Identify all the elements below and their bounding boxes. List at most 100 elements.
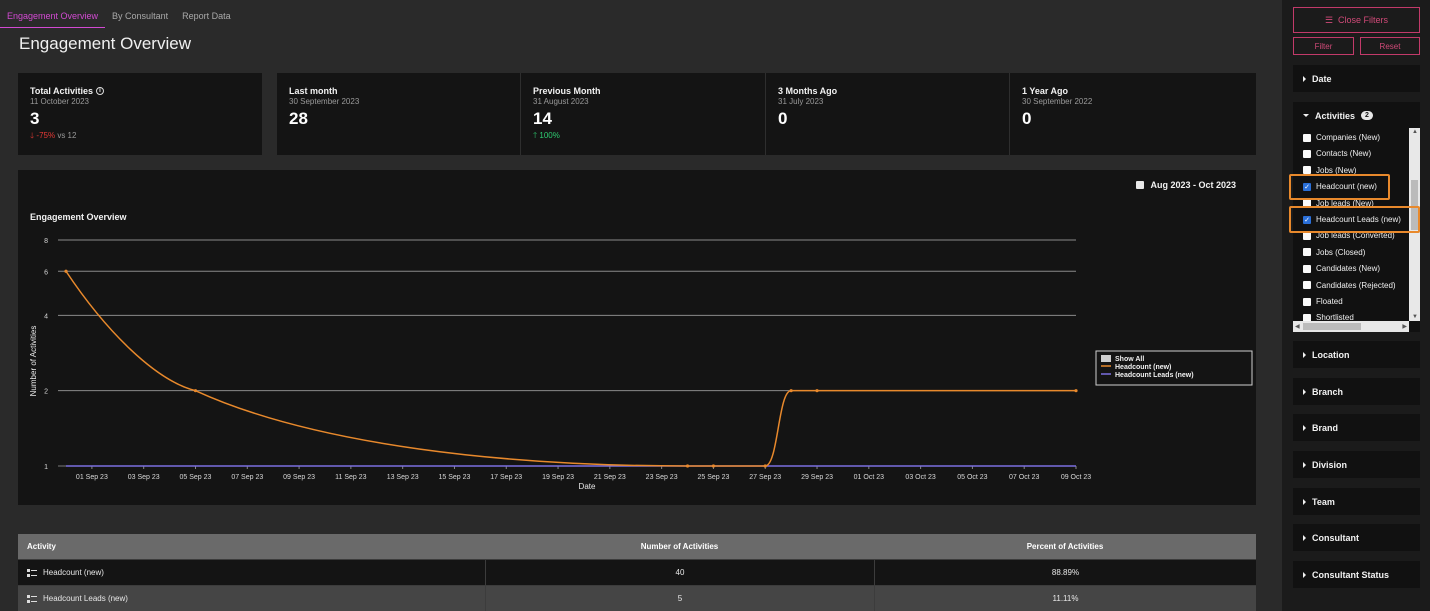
activity-option[interactable]: ✓ Headcount (new) — [1303, 182, 1377, 191]
checkbox[interactable] — [1303, 199, 1311, 208]
activities-checklist[interactable]: Shortlisted Floated Candidates (Rejected) C… — [1293, 128, 1420, 332]
table-row[interactable]: Headcount Leads (new) 5 11.11% — [18, 585, 1256, 611]
x-tick-label: 07 Oct 23 — [1009, 474, 1039, 481]
cell-count: 5 — [485, 586, 874, 611]
filter-button[interactable]: Filter — [1293, 37, 1354, 55]
checkbox[interactable] — [1303, 264, 1311, 273]
x-tick-label: 01 Oct 23 — [854, 474, 884, 481]
activity-option[interactable]: Job leads (Converted) — [1303, 231, 1395, 240]
horizontal-scrollbar[interactable]: ◀ ▶ — [1293, 321, 1409, 332]
kpi-label: 1 Year Ago — [1022, 86, 1069, 96]
filter-icon: ☰ — [1324, 14, 1334, 25]
checkbox[interactable] — [1303, 313, 1311, 322]
activity-option[interactable]: Jobs (Closed) — [1303, 248, 1365, 257]
activity-option[interactable]: Floated — [1303, 297, 1343, 306]
activity-option[interactable]: Companies (New) — [1303, 133, 1380, 142]
kpi-date: 31 August 2023 — [533, 97, 589, 106]
scroll-left-icon[interactable]: ◀ — [1295, 324, 1300, 330]
table-row[interactable]: Headcount (new) 40 88.89% — [18, 559, 1256, 585]
filter-section-branch[interactable]: Branch — [1293, 378, 1420, 405]
close-filters-button[interactable]: ☰ Close Filters — [1293, 7, 1420, 33]
checkbox[interactable] — [1303, 297, 1311, 306]
caret-right-icon — [1303, 75, 1306, 82]
caret-right-icon — [1303, 498, 1306, 505]
activity-option[interactable]: Shortlisted — [1303, 313, 1354, 322]
filter-sidebar: ☰ Close Filters Filter Reset Date Activi… — [1282, 0, 1430, 611]
activity-option-label: Floated — [1316, 297, 1343, 306]
filter-section-location[interactable]: Location — [1293, 341, 1420, 368]
y-tick-label: 8 — [44, 238, 48, 245]
y-tick-label: 4 — [44, 313, 48, 320]
filter-section-brand[interactable]: Brand — [1293, 414, 1420, 441]
activity-option-label: Headcount (new) — [1316, 182, 1377, 192]
filter-section-date[interactable]: Date — [1293, 65, 1420, 92]
calendar-icon — [1136, 181, 1145, 189]
kpi-label: 3 Months Ago — [778, 86, 838, 96]
filter-section-team[interactable]: Team — [1293, 488, 1420, 515]
x-tick-label: 09 Oct 23 — [1061, 474, 1091, 481]
scroll-up-icon[interactable]: ▲ — [1412, 129, 1418, 135]
checkbox[interactable] — [1303, 231, 1311, 240]
info-icon[interactable]: i — [96, 87, 105, 95]
x-tick-label: 21 Sep 23 — [594, 474, 626, 481]
section-label: Consultant Status — [1312, 569, 1390, 580]
x-tick-label: 13 Sep 23 — [387, 474, 419, 481]
tab-report-data[interactable]: Report Data — [182, 11, 231, 21]
section-label: Division — [1312, 459, 1348, 470]
checkbox[interactable] — [1303, 133, 1311, 142]
checkbox-checked[interactable]: ✓ — [1303, 215, 1311, 224]
chart-title: Engagement Overview — [30, 212, 127, 222]
activity-option-label: Job leads (New) — [1316, 198, 1374, 208]
y-tick-label: 1 — [44, 464, 48, 471]
vertical-scrollbar[interactable]: ▲ ▼ — [1409, 128, 1420, 321]
kpi-value: 0 — [778, 109, 788, 128]
activity-option[interactable]: Jobs (New) — [1303, 166, 1356, 175]
filter-section-division[interactable]: Division — [1293, 451, 1420, 478]
x-axis-title: Date — [579, 482, 596, 491]
section-label: Activities — [1315, 110, 1356, 121]
date-range-picker[interactable]: Aug 2023 - Oct 2023 — [1136, 180, 1236, 190]
x-tick-label: 29 Sep 23 — [801, 474, 833, 481]
activity-option[interactable]: Candidates (Rejected) — [1303, 281, 1396, 290]
kpi-value: 3 — [30, 109, 40, 128]
checkbox[interactable] — [1303, 248, 1311, 257]
cell-percent: 11.11% — [874, 586, 1256, 611]
legend-item: Headcount Leads (new) — [1115, 372, 1194, 379]
kpi-label: Total Activities — [30, 86, 94, 96]
kpi-date: 11 October 2023 — [30, 97, 90, 106]
arrow-down-icon: 🡓 — [30, 131, 35, 140]
kpi-last-month: Last month 30 September 2023 28 — [277, 73, 521, 155]
scroll-right-icon[interactable]: ▶ — [1402, 324, 1407, 330]
checkbox[interactable] — [1303, 166, 1311, 175]
series-line-headcount — [65, 270, 1076, 467]
filter-section-activities[interactable]: Activities 2 — [1293, 102, 1420, 129]
x-tick-label: 01 Sep 23 — [76, 474, 108, 481]
activity-option[interactable]: Candidates (New) — [1303, 264, 1380, 273]
activity-option[interactable]: ✓ Headcount Leads (new) — [1303, 215, 1401, 224]
section-label: Branch — [1312, 386, 1344, 397]
activity-option-label: Candidates (New) — [1316, 264, 1381, 274]
section-label: Team — [1312, 496, 1335, 507]
kpi-date: 31 July 2023 — [778, 97, 824, 106]
y-tick-label: 6 — [44, 269, 48, 276]
activity-option[interactable]: Job leads (New) — [1303, 199, 1374, 208]
activity-option[interactable]: Contacts (New) — [1303, 149, 1371, 158]
checkbox[interactable] — [1303, 149, 1311, 158]
caret-right-icon — [1303, 351, 1306, 358]
caret-right-icon — [1303, 388, 1306, 395]
kpi-label: Last month — [289, 86, 338, 96]
checkbox-checked[interactable]: ✓ — [1303, 182, 1311, 191]
scroll-down-icon[interactable]: ▼ — [1412, 314, 1418, 320]
kpi-value: 0 — [1022, 109, 1032, 128]
checkbox[interactable] — [1303, 281, 1311, 290]
tab-engagement-overview[interactable]: Engagement Overview — [0, 6, 106, 28]
tab-by-consultant[interactable]: By Consultant — [112, 11, 169, 21]
x-tick-label: 05 Sep 23 — [180, 474, 212, 481]
kpi-date: 30 September 2023 — [289, 97, 360, 106]
filter-section-consultant-status[interactable]: Consultant Status — [1293, 561, 1420, 588]
data-point — [711, 464, 716, 468]
filter-section-consultant[interactable]: Consultant — [1293, 524, 1420, 551]
reset-button[interactable]: Reset — [1360, 37, 1420, 55]
x-tick-label: 05 Oct 23 — [957, 474, 987, 481]
